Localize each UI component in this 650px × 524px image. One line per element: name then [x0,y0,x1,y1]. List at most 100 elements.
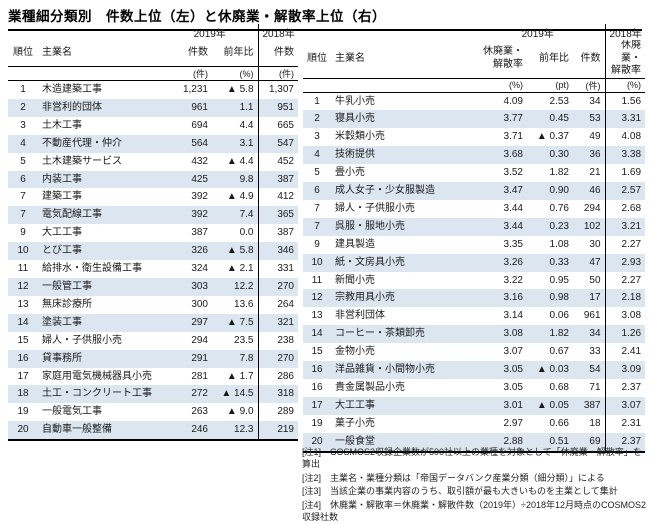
table-row: 7 婦人・子供服小売 3.44 0.76 294 2.68 [303,199,645,218]
cell-yoy: ▲ 0.37 [536,131,569,143]
cell-yoy: 0.45 [527,110,573,129]
cell-business-name: 菓子小売 [335,417,375,429]
header-year-2019: 2019年 [471,24,606,40]
header-closure-rate-2019: 休廃業・ 解散率 [471,40,527,79]
cell-count-2018: 387 [258,170,298,189]
cell-count-2018: 665 [277,119,294,131]
cell-closure-rate-2019: 3.16 [471,289,527,308]
cell-rank: 17 [17,370,29,382]
cell-yoy: ▲ 4.4 [212,152,259,171]
cell-closure-rate-2018: 2.27 [621,238,642,250]
cell-rank: 1 [314,95,320,107]
cell-business-name: 金物小売 [335,346,375,358]
cell-yoy: ▲ 0.03 [527,361,573,379]
cell-count-2019: 564 [162,134,212,153]
cell-yoy: 7.4 [212,206,259,225]
cell-yoy: ▲ 1.7 [212,367,259,386]
cell-count-2018: 264 [277,298,294,310]
cell-yoy: 0.23 [527,217,573,236]
cell-yoy: ▲ 5.8 [212,80,259,99]
cell-business-name: 自動車一般整備 [38,421,162,441]
table-row: 6 内装工事 425 9.8 387 [8,170,298,189]
cell-rank: 4 [8,134,38,153]
cell-rank: 7 [20,191,26,203]
cell-closure-rate-2018: 2.18 [605,289,646,308]
cell-yoy: 2.53 [549,95,569,107]
cell-count-2019: 294 [573,199,606,218]
cell-closure-rate-2019: 3.47 [471,182,527,200]
cell-count-2019: 303 [162,277,212,296]
cell-closure-rate-2019: 3.26 [471,253,527,272]
cell-business-name: 木造建築工事 [42,84,102,95]
table-row: 15 婦人・子供服小売 294 23.5 238 [8,331,298,350]
cell-count-2019: 36 [573,146,606,165]
table-row: 17 大工工事 3.01 ▲ 0.05 387 3.07 [303,396,646,415]
cell-closure-rate-2018: 4.08 [621,131,642,143]
cell-yoy: 0.68 [549,382,569,393]
header-spacer [303,24,471,40]
table-row: 2 寝具小売 3.77 0.45 53 3.31 [303,110,646,129]
cell-rank: 14 [303,325,331,344]
cell-count-2018: 270 [258,277,298,296]
cell-rank: 7 [8,206,38,225]
unit-count-2018: (件) [258,66,298,81]
cell-count-2019: 387 [573,396,606,415]
cell-business-name: 非営利的団体 [38,98,162,117]
cell-count-2018: 289 [277,406,294,418]
footnotes: [注1] COSMOS2収録企業数が500社以上の業種を対象として「休廃業・解散… [302,446,650,524]
cell-business-name: 貴金属製品小売 [335,382,405,393]
cell-yoy: 0.0 [212,224,259,243]
cell-count-2019: 71 [573,379,606,397]
cell-yoy: 12.2 [212,277,259,296]
cell-business-name: 貸事務所 [38,349,162,368]
cell-rank: 2 [303,110,331,129]
cell-count-2019: 297 [162,313,212,332]
cell-yoy: 0.98 [527,289,573,308]
cell-count-2019: 246 [162,421,212,441]
cell-rank: 13 [311,310,323,322]
cell-count-2019: 432 [191,155,208,167]
cell-business-name: 宗教用具小売 [331,289,471,308]
cell-rank: 12 [8,277,38,296]
table-row: 3 米穀類小売 3.71 ▲ 0.37 49 4.08 [303,128,645,147]
table-row: 7 電気配線工事 392 7.4 365 [8,206,298,225]
cell-count-2019: 281 [191,370,208,382]
table-row: 2 非営利的団体 961 1.1 951 [8,98,298,117]
unit-count-2019: (件) [162,66,212,81]
count-table-header: 2019年 2018年 順位 主業名 件数 前年比 件数 (件) (%) (件) [8,24,298,81]
cell-closure-rate-2019: 3.71 [503,131,523,143]
header-count-2019: 件数 [162,40,212,67]
cell-count-2019: 54 [573,361,606,379]
cell-closure-rate-2018: 3.09 [605,361,646,379]
cell-count-2019: 291 [162,349,212,368]
table-row: 18 土工・コンクリート工事 272 ▲ 14.5 318 [8,385,298,404]
table-row: 12 一般管工事 303 12.2 270 [8,277,298,296]
table-row: 16 貸事務所 291 7.8 270 [8,349,298,368]
cell-yoy: 1.82 [549,167,569,179]
cell-rank: 16 [8,349,38,368]
table-row: 16 貴金属製品小売 3.05 0.68 71 2.37 [303,379,645,397]
cell-count-2019: 102 [573,217,606,236]
cell-business-name: 大工工事 [331,396,471,415]
cell-count-2018: 270 [258,349,298,368]
cell-rank: 6 [8,170,38,189]
table-row: 9 建具製造 3.35 1.08 30 2.27 [303,235,645,254]
cell-yoy: ▲ 14.5 [212,385,259,404]
table-row: 11 新聞小売 3.22 0.95 50 2.27 [303,271,645,290]
cell-count-2019: 326 [162,242,212,261]
cell-closure-rate-2018: 3.31 [605,110,646,129]
rate-table-header: 2019年 2018年 順位 主業名 休廃業・ 解散率 前年比 件数 休廃業・ … [303,24,646,93]
header-closure-rate-2018: 休廃業・ 解散率 [605,40,646,79]
cell-business-name: 給排水・衛生設備工事 [42,263,142,275]
cell-business-name: 技術提供 [331,146,471,165]
header-rank: 順位 [8,40,38,67]
cell-closure-rate-2019: 2.88 [471,432,527,452]
table-row: 15 金物小売 3.07 0.67 33 2.41 [303,343,645,362]
cell-count-2018: 219 [258,421,298,441]
cell-closure-rate-2019: 3.01 [471,396,527,415]
count-table-body: 1 木造建築工事 1,231 ▲ 5.8 1,307 2 非営利的団体 961 1.1 951 3 土… [8,80,298,441]
cell-count-2018: 346 [258,242,298,261]
table-row: 10 紙・文房具小売 3.26 0.33 47 2.93 [303,253,646,272]
cell-count-2019: 324 [191,263,208,275]
cell-yoy: ▲ 9.0 [212,403,259,422]
